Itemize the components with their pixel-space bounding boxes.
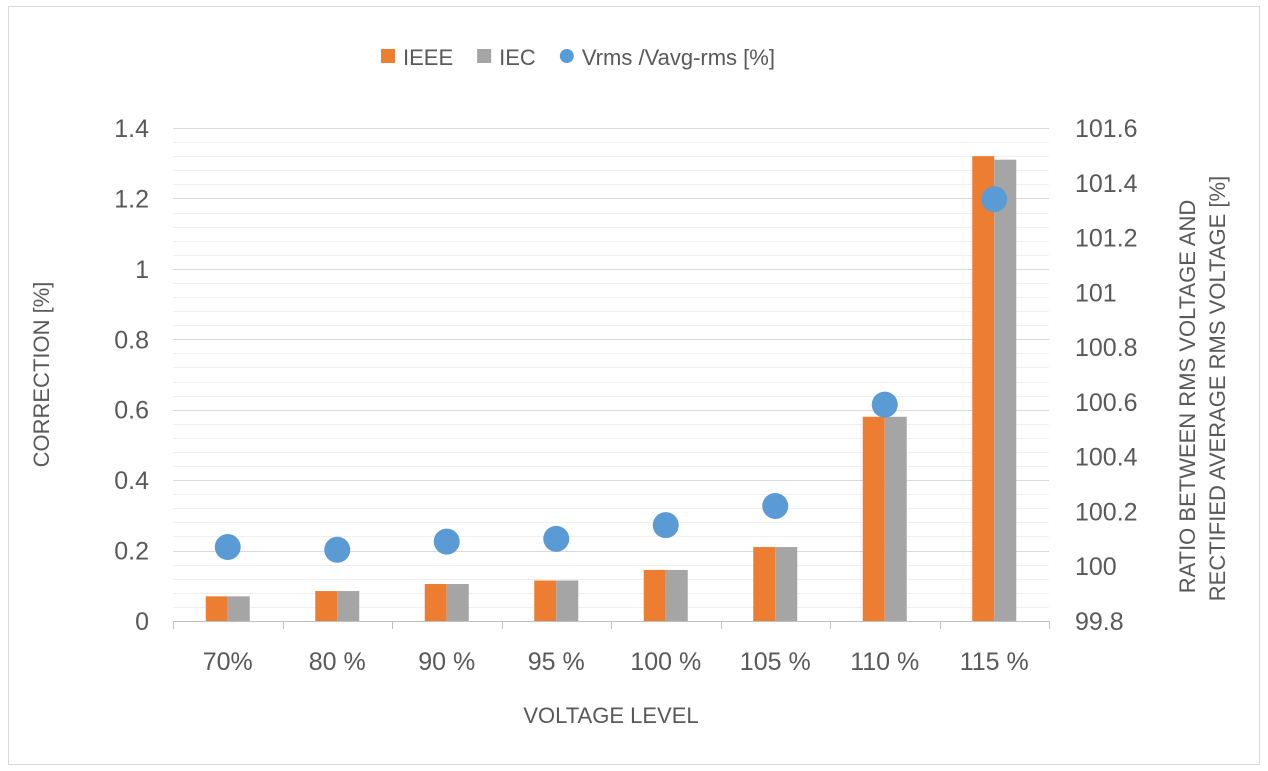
y-tick-label-right: 101 [1075, 279, 1117, 307]
point-vrms-ratio [324, 536, 351, 563]
chart: 0 0.2 0.4 0.6 0.8 1 1.2 1.4 99.8 100 100.2 100.4 100… [29, 45, 1230, 728]
y-tick-label-left: 1 [135, 256, 149, 284]
y-tick-label-left: 0.6 [114, 397, 149, 425]
bar-ieee [424, 584, 447, 621]
y-axis-title-right-line1: RATIO BETWEEN RMS VOLTAGE AND [1175, 200, 1200, 594]
x-tick-label: 95 % [528, 648, 585, 676]
bar-ieee [862, 416, 885, 621]
bar-ieee [753, 547, 776, 621]
y-tick-label-left: 1.2 [114, 185, 149, 213]
y-tick-label-right: 101.6 [1075, 115, 1138, 143]
legend-label: IEC [499, 45, 536, 70]
y-tick-label-right: 101.4 [1075, 170, 1138, 198]
chart-frame: 0 0.2 0.4 0.6 0.8 1 1.2 1.4 99.8 100 100.2 100.4 100… [8, 6, 1260, 765]
bar-ieee [643, 569, 666, 621]
y-tick-label-right: 101.2 [1075, 225, 1138, 253]
axes: 0 0.2 0.4 0.6 0.8 1 1.2 1.4 99.8 100 100.2 100.4 100… [114, 115, 1137, 676]
legend-swatch-ieee [381, 49, 395, 63]
y-tick-label-right: 100.2 [1075, 498, 1138, 526]
point-vrms-ratio [214, 534, 241, 561]
bar-ieee [315, 591, 338, 621]
bar-iec [884, 416, 907, 621]
bar-ieee [972, 156, 995, 621]
y-tick-label-left: 0.8 [114, 326, 149, 354]
x-axis-title: VOLTAGE LEVEL [523, 703, 698, 728]
point-vrms-ratio [871, 391, 898, 418]
x-tick-label: 100 % [630, 648, 701, 676]
y-axis-title-left: CORRECTION [%] [29, 282, 54, 468]
points [214, 186, 1008, 563]
point-vrms-ratio [543, 525, 570, 552]
x-tick-label: 115 % [960, 648, 1029, 676]
y-tick-label-right: 100.6 [1075, 389, 1138, 417]
legend-swatch-vrms-ratio [559, 49, 574, 63]
legend-label: IEEE [403, 45, 453, 70]
y-tick-label-left: 1.4 [114, 115, 149, 143]
bar-iec [775, 547, 798, 621]
point-vrms-ratio [762, 492, 789, 519]
y-tick-label-left: 0 [135, 608, 149, 636]
legend-swatch-iec [477, 49, 492, 63]
y-tick-label-right: 100.4 [1075, 444, 1138, 472]
legend-label: Vrms /Vavg-rms [%] [582, 45, 775, 70]
y-tick-label-left: 0.2 [114, 538, 149, 566]
point-vrms-ratio [652, 512, 679, 539]
legend: IEEE IEC Vrms /Vavg-rms [%] [381, 45, 775, 70]
x-tick-label: 90 % [418, 648, 475, 676]
bar-iec [665, 569, 688, 621]
y-tick-label-left: 0.4 [114, 467, 149, 495]
x-tick-label: 110 % [850, 648, 919, 676]
bar-iec [556, 580, 579, 621]
y-tick-label-right: 100 [1075, 553, 1117, 581]
y-tick-label-right: 99.8 [1075, 608, 1124, 636]
point-vrms-ratio [433, 528, 460, 555]
bar-iec [337, 591, 360, 621]
y-tick-label-right: 100.8 [1075, 334, 1138, 362]
point-vrms-ratio [981, 186, 1008, 213]
bar-iec [227, 596, 250, 621]
x-tick-label: 70% [203, 648, 253, 676]
bar-iec [446, 584, 469, 621]
bar-iec [994, 159, 1017, 621]
bar-ieee [205, 596, 228, 621]
bar-ieee [534, 580, 557, 621]
bars [205, 156, 1017, 621]
x-tick-label: 105 % [740, 648, 811, 676]
gridlines [173, 128, 1049, 608]
y-axis-title-right-line2: RECTIFIED AVERAGE RMS VOLTAGE [%] [1205, 176, 1230, 601]
x-tick-label: 80 % [309, 648, 366, 676]
